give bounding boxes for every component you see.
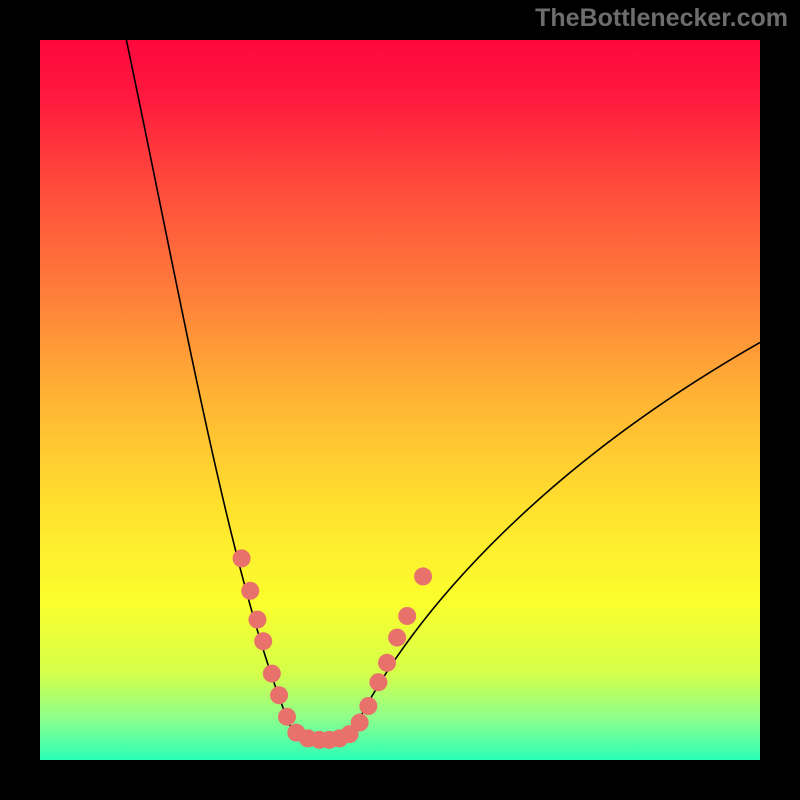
- data-marker: [414, 567, 432, 585]
- data-marker: [248, 611, 266, 629]
- bottleneck-chart: [0, 0, 800, 800]
- data-marker: [278, 708, 296, 726]
- data-marker: [378, 654, 396, 672]
- data-marker: [254, 632, 272, 650]
- data-marker: [398, 607, 416, 625]
- data-marker: [351, 714, 369, 732]
- data-marker: [359, 697, 377, 715]
- watermark-text: TheBottlenecker.com: [535, 4, 788, 33]
- data-marker: [233, 549, 251, 567]
- data-marker: [369, 673, 387, 691]
- data-marker: [270, 686, 288, 704]
- data-marker: [388, 629, 406, 647]
- data-marker: [263, 665, 281, 683]
- data-marker: [241, 582, 259, 600]
